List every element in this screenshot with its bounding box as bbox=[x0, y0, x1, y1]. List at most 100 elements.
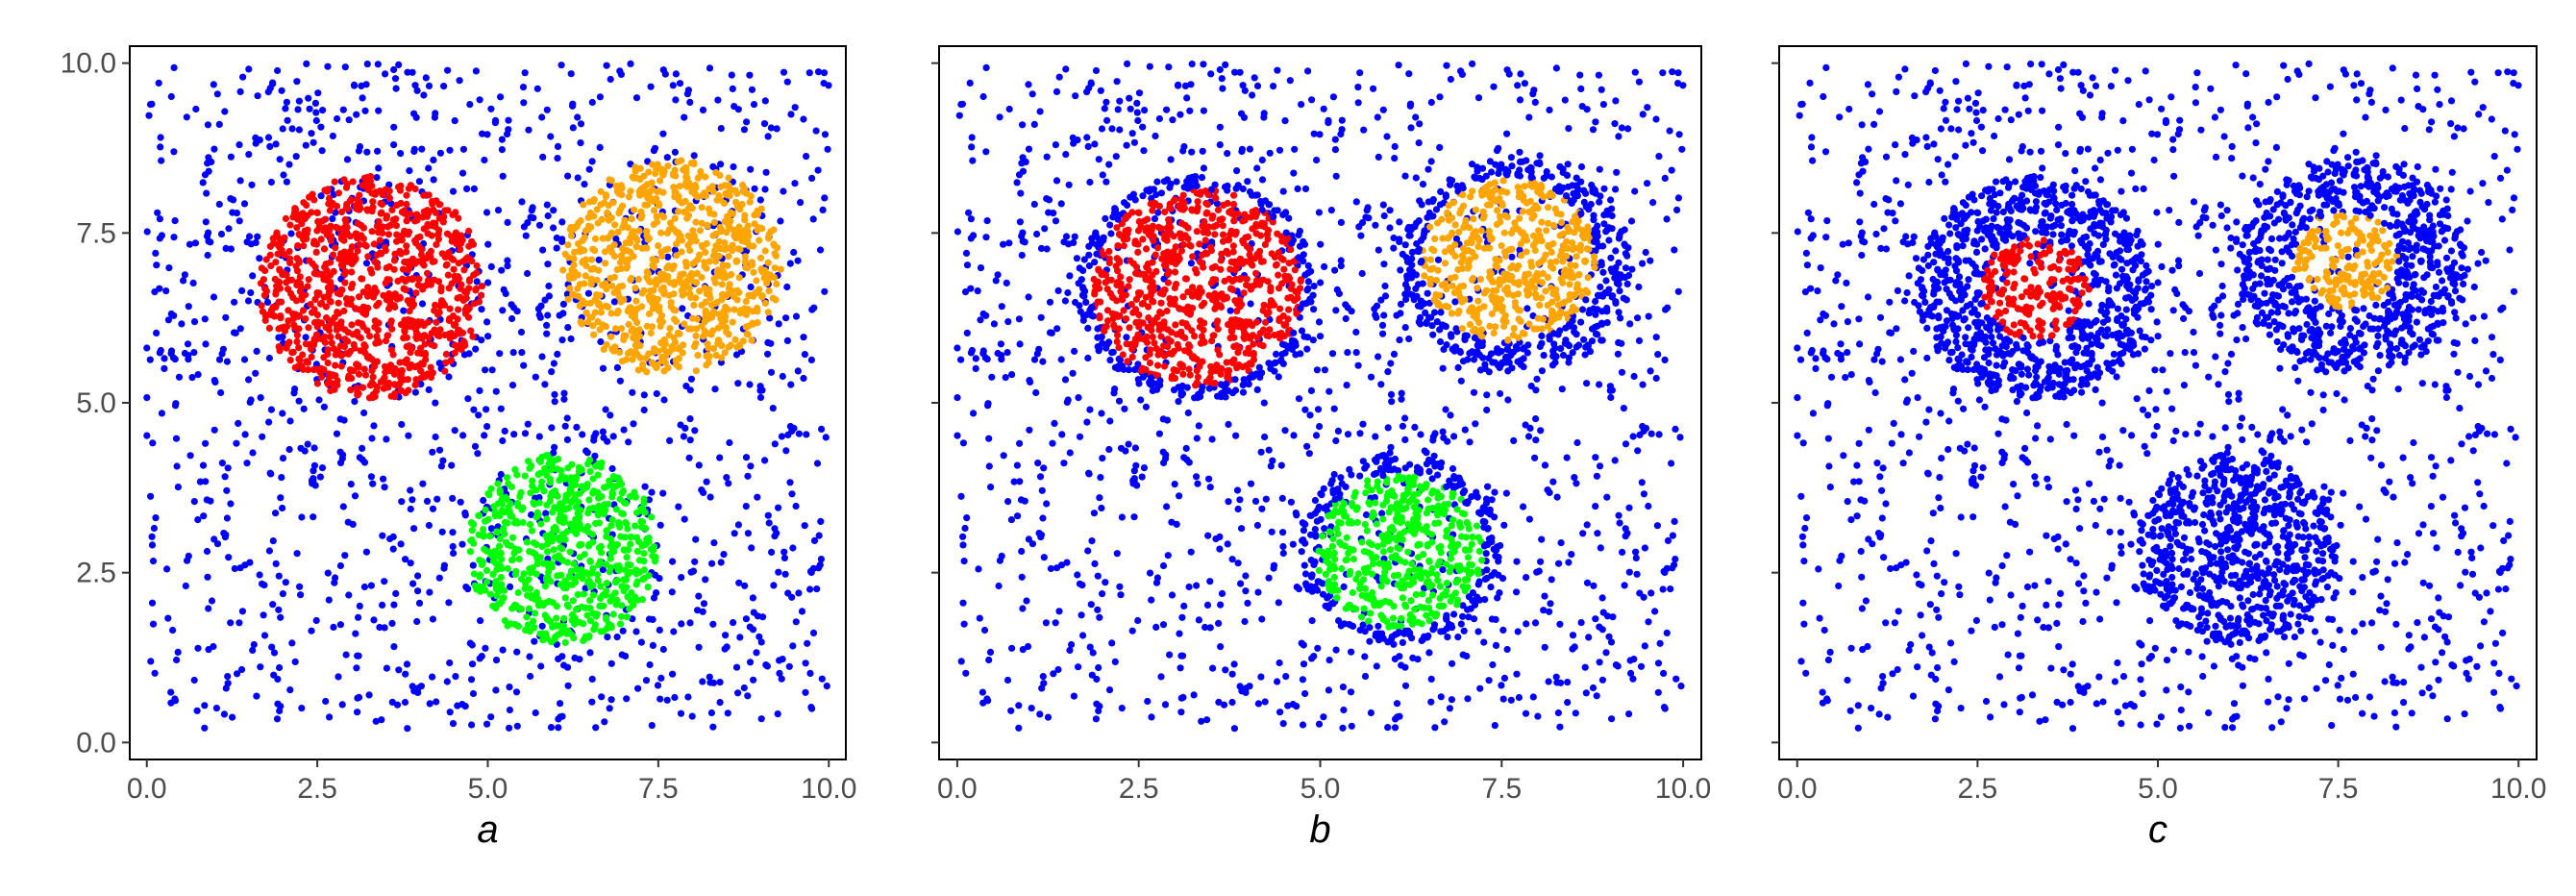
data-point bbox=[1457, 67, 1465, 75]
data-point bbox=[1616, 519, 1623, 527]
data-point bbox=[638, 507, 646, 514]
data-point bbox=[521, 472, 529, 480]
data-point bbox=[1572, 709, 1579, 717]
data-point bbox=[586, 557, 594, 565]
data-point bbox=[342, 231, 350, 238]
data-point bbox=[1390, 244, 1398, 252]
data-point bbox=[1354, 99, 1362, 107]
data-point bbox=[310, 444, 318, 452]
data-point bbox=[510, 601, 519, 610]
data-point bbox=[582, 585, 589, 592]
data-point bbox=[201, 171, 210, 179]
data-point bbox=[1530, 87, 1538, 94]
data-point bbox=[666, 279, 674, 286]
data-point bbox=[1677, 683, 1685, 690]
data-point bbox=[569, 597, 577, 605]
data-point bbox=[748, 336, 755, 344]
data-point bbox=[1279, 542, 1287, 551]
data-point bbox=[281, 325, 288, 333]
data-point bbox=[1007, 707, 1015, 714]
data-point bbox=[530, 214, 537, 222]
data-point bbox=[1277, 461, 1285, 469]
data-point bbox=[347, 386, 355, 394]
data-point bbox=[818, 425, 826, 433]
data-point bbox=[619, 223, 627, 232]
data-point bbox=[355, 147, 362, 155]
data-point bbox=[960, 558, 968, 565]
data-point bbox=[1375, 353, 1382, 361]
data-point bbox=[203, 496, 211, 504]
data-point bbox=[680, 433, 688, 440]
data-point bbox=[405, 432, 412, 439]
data-point bbox=[397, 250, 405, 258]
data-point bbox=[371, 190, 379, 198]
data-point bbox=[351, 398, 359, 406]
data-point bbox=[619, 202, 627, 210]
data-point bbox=[754, 308, 761, 315]
data-point bbox=[398, 498, 406, 506]
data-point bbox=[380, 385, 387, 392]
data-point bbox=[590, 331, 598, 338]
data-point bbox=[301, 447, 309, 455]
data-point bbox=[457, 498, 464, 506]
data-point bbox=[513, 519, 522, 527]
data-point bbox=[424, 318, 432, 326]
data-point bbox=[1676, 434, 1684, 441]
data-point bbox=[430, 206, 437, 213]
data-point bbox=[807, 356, 816, 363]
data-point bbox=[606, 705, 613, 712]
data-point bbox=[554, 492, 561, 500]
data-point bbox=[496, 535, 504, 543]
data-point bbox=[363, 327, 371, 335]
data-point bbox=[681, 424, 689, 432]
data-point bbox=[287, 276, 295, 284]
data-point bbox=[233, 439, 240, 447]
data-point bbox=[469, 561, 477, 569]
data-point bbox=[324, 380, 332, 387]
data-point bbox=[147, 492, 155, 500]
data-point bbox=[1099, 455, 1106, 462]
data-point bbox=[551, 390, 558, 398]
data-point bbox=[505, 126, 512, 134]
data-point bbox=[790, 248, 798, 257]
data-point bbox=[813, 460, 822, 467]
data-point bbox=[515, 555, 523, 563]
data-point bbox=[1342, 314, 1350, 323]
data-point bbox=[504, 519, 511, 527]
data-point bbox=[1632, 554, 1640, 562]
data-point bbox=[417, 683, 425, 690]
data-point bbox=[1014, 512, 1022, 520]
data-point bbox=[324, 359, 332, 367]
data-point bbox=[678, 620, 685, 628]
data-point bbox=[684, 241, 692, 249]
data-point bbox=[1261, 433, 1269, 441]
data-point bbox=[547, 492, 555, 500]
data-point bbox=[814, 166, 822, 174]
data-point bbox=[249, 449, 257, 457]
data-point bbox=[390, 643, 398, 651]
data-point bbox=[256, 255, 263, 262]
data-point bbox=[154, 209, 161, 216]
data-point bbox=[1281, 427, 1289, 435]
data-point bbox=[608, 592, 616, 601]
data-point bbox=[1356, 69, 1364, 77]
data-point bbox=[733, 189, 741, 197]
data-point bbox=[616, 565, 625, 573]
data-point bbox=[681, 515, 688, 523]
data-point bbox=[1254, 700, 1262, 708]
data-point bbox=[579, 259, 586, 266]
data-point bbox=[691, 558, 699, 565]
data-point bbox=[190, 498, 198, 506]
data-point bbox=[1492, 641, 1500, 650]
data-point bbox=[148, 599, 157, 607]
data-point bbox=[592, 724, 600, 732]
data-point bbox=[561, 594, 569, 602]
data-point bbox=[706, 291, 713, 299]
data-point bbox=[286, 686, 294, 694]
data-point bbox=[1483, 406, 1491, 414]
data-point bbox=[479, 130, 486, 137]
data-point bbox=[1500, 521, 1508, 529]
data-point bbox=[1525, 515, 1533, 523]
data-point bbox=[1555, 560, 1563, 567]
data-point bbox=[663, 696, 671, 704]
